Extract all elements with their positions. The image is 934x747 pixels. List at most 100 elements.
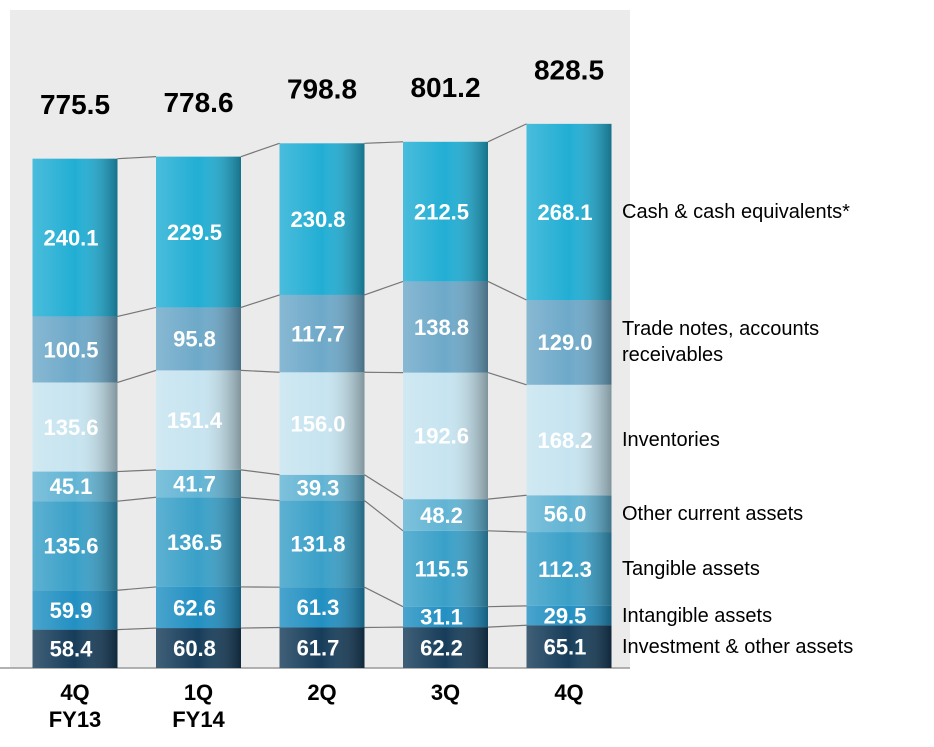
- bar-shade: [403, 530, 488, 607]
- x-tick-line: FY14: [172, 707, 225, 732]
- connector: [487, 123, 527, 143]
- value-label: 230.8: [290, 207, 345, 232]
- connector: [117, 586, 157, 591]
- bar-shade: [32, 590, 118, 630]
- connector: [364, 500, 404, 532]
- value-label: 112.3: [538, 557, 592, 582]
- legend-label: Intangible assets: [622, 604, 773, 627]
- x-tick-line: 3Q: [431, 680, 460, 705]
- legend-label: Trade notes, accounts receivables: [622, 318, 820, 367]
- value-label: 212.5: [414, 199, 469, 224]
- bar-shade: [156, 628, 241, 668]
- legend-label: Tangible assets: [622, 557, 760, 580]
- bar-shade: [279, 143, 365, 295]
- total-label: 775.5: [40, 89, 110, 120]
- x-tick-label: 4Q: [554, 680, 583, 705]
- legend-label: Investment & other assets: [622, 635, 854, 658]
- bar-shade: [32, 501, 118, 591]
- x-tick-line: 1Q: [184, 680, 213, 705]
- connector: [487, 605, 527, 608]
- x-tick-line: 4Q: [554, 680, 583, 705]
- connector: [364, 586, 404, 608]
- bar-shade: [526, 495, 612, 533]
- bar-shade: [526, 625, 612, 668]
- x-tick-line: 2Q: [307, 680, 336, 705]
- bar-shade: [526, 532, 612, 606]
- x-tick-line: FY13: [49, 707, 102, 732]
- bar-shade: [279, 474, 365, 501]
- value-label: 39.3: [297, 475, 340, 500]
- connector: [487, 624, 527, 628]
- value-label: 62.2: [420, 635, 463, 660]
- value-label: 229.5: [167, 220, 222, 245]
- value-label: 95.8: [173, 327, 216, 352]
- value-label: 60.8: [173, 636, 216, 661]
- connector: [117, 469, 157, 473]
- bar-shade: [279, 372, 365, 475]
- value-label: 135.6: [43, 534, 98, 559]
- bar-shade: [156, 469, 241, 498]
- value-label: 100.5: [43, 337, 98, 362]
- connector: [117, 627, 157, 631]
- bar-shade: [403, 281, 488, 373]
- bar-shade: [526, 605, 612, 626]
- connector: [240, 142, 280, 158]
- bar-shade: [32, 471, 118, 502]
- bar-shade: [279, 500, 365, 588]
- bar-shade: [403, 372, 488, 500]
- value-label: 168.2: [537, 428, 592, 453]
- bar-shade: [279, 627, 365, 668]
- value-label: 59.9: [50, 598, 93, 623]
- value-label: 240.1: [43, 225, 98, 250]
- value-label: 45.1: [50, 474, 93, 499]
- bar-shade: [32, 158, 118, 317]
- value-label: 156.0: [290, 411, 345, 436]
- value-label: 115.5: [415, 557, 469, 582]
- connector: [240, 626, 280, 629]
- value-label: 29.5: [544, 603, 587, 628]
- value-label: 138.8: [414, 315, 469, 340]
- value-label: 65.1: [544, 634, 587, 659]
- value-label: 151.4: [167, 408, 223, 433]
- bar-shade: [156, 370, 241, 470]
- value-label: 41.7: [173, 471, 216, 496]
- bar-shade: [526, 300, 612, 385]
- connector: [117, 156, 157, 160]
- connector: [117, 306, 157, 318]
- value-label: 117.7: [291, 321, 345, 346]
- value-label: 48.2: [420, 503, 463, 528]
- bar-shade: [156, 156, 241, 308]
- value-label: 131.8: [290, 532, 345, 557]
- bar-shade: [32, 316, 118, 383]
- connector: [487, 372, 527, 386]
- x-tick-label: 3Q: [431, 680, 460, 705]
- total-label: 798.8: [287, 74, 357, 105]
- connector: [240, 469, 280, 476]
- connector: [364, 141, 404, 144]
- x-tick-label: 2Q: [307, 680, 336, 705]
- value-label: 31.1: [420, 605, 463, 630]
- value-label: 129.0: [537, 330, 592, 355]
- legend-label: Cash & cash equivalents*: [622, 200, 850, 223]
- x-tick-line: 4Q: [60, 680, 89, 705]
- legend-label: Inventories: [622, 429, 720, 452]
- total-label: 778.6: [163, 87, 233, 118]
- total-label: 801.2: [410, 72, 480, 103]
- bar-shade: [403, 141, 488, 282]
- bar-shade: [156, 497, 241, 587]
- bar-shade: [526, 384, 612, 496]
- connector: [117, 369, 157, 384]
- value-label: 136.5: [167, 530, 222, 555]
- x-tick-label: 4Q FY13: [49, 680, 102, 732]
- connector: [240, 369, 280, 373]
- connector: [240, 496, 280, 502]
- connector: [487, 530, 527, 533]
- bar-shade: [32, 629, 118, 668]
- bar-shade: [403, 627, 488, 668]
- connector: [364, 280, 404, 296]
- value-label: 61.7: [297, 636, 340, 661]
- value-label: 135.6: [43, 415, 98, 440]
- value-label: 58.4: [50, 637, 94, 662]
